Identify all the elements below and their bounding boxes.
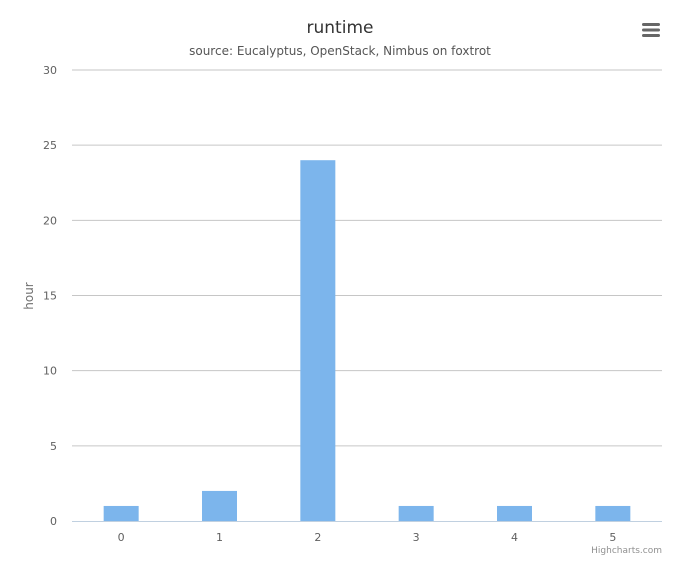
chart-title: runtime xyxy=(307,18,374,38)
highcharts-credit-link[interactable]: Highcharts.com xyxy=(591,546,662,556)
bar[interactable] xyxy=(497,505,532,521)
y-tick-label: 0 xyxy=(50,515,57,528)
x-tick-label: 1 xyxy=(216,531,223,544)
y-axis-title: hour xyxy=(22,282,36,310)
bar[interactable] xyxy=(103,505,139,521)
hamburger-menu-icon xyxy=(642,23,660,37)
x-tick-label: 3 xyxy=(413,531,420,544)
x-tick-label: 2 xyxy=(314,531,321,544)
y-tick-label: 25 xyxy=(43,139,57,152)
export-menu-button[interactable] xyxy=(636,16,666,42)
bar[interactable] xyxy=(595,505,631,521)
x-tick-label: 4 xyxy=(511,531,518,544)
x-tick-label: 5 xyxy=(609,531,616,544)
bar[interactable] xyxy=(398,505,434,521)
y-tick-label: 5 xyxy=(50,440,57,453)
bar[interactable] xyxy=(202,490,237,521)
bar-series xyxy=(103,160,631,521)
y-tick-label: 10 xyxy=(43,365,57,378)
x-axis-tick-labels: 0 1 2 3 4 5 xyxy=(118,531,617,544)
chart-subtitle: source: Eucalyptus, OpenStack, Nimbus on… xyxy=(189,44,491,58)
x-tick-label: 0 xyxy=(118,531,125,544)
y-tick-label: 20 xyxy=(43,214,57,227)
grid-lines xyxy=(72,69,662,447)
y-tick-label: 30 xyxy=(43,64,57,77)
y-axis-tick-labels: 0 5 10 15 20 25 30 xyxy=(43,64,57,528)
y-tick-label: 15 xyxy=(43,290,57,303)
bar[interactable] xyxy=(300,160,336,521)
